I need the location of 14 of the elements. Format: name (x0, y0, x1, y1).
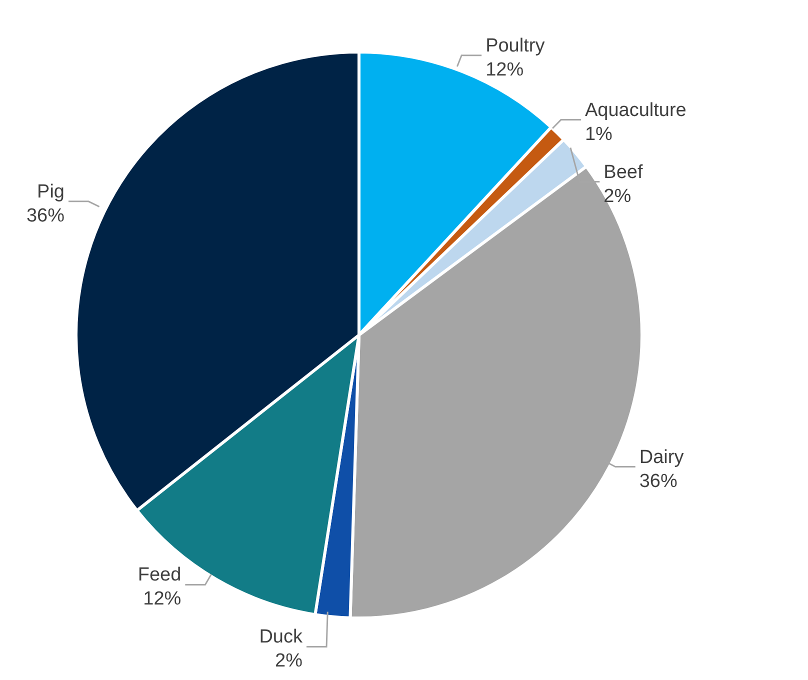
data-label: 12% (486, 59, 524, 80)
slice-label: Duck (259, 626, 304, 648)
slice-label: Dairy (639, 446, 684, 468)
slice-label: Pig (37, 181, 64, 202)
slice-label: Aquaculture (584, 100, 686, 121)
data-label: 36% (639, 470, 678, 492)
data-label: 12% (143, 588, 182, 610)
slice-label: Poultry (486, 35, 546, 56)
data-label: 2% (275, 650, 303, 672)
data-label: 36% (26, 205, 65, 226)
data-label: 2% (604, 186, 632, 207)
slice-label: Beef (604, 162, 644, 183)
slice-label: Feed (138, 564, 182, 586)
data-label: 1% (584, 124, 613, 145)
